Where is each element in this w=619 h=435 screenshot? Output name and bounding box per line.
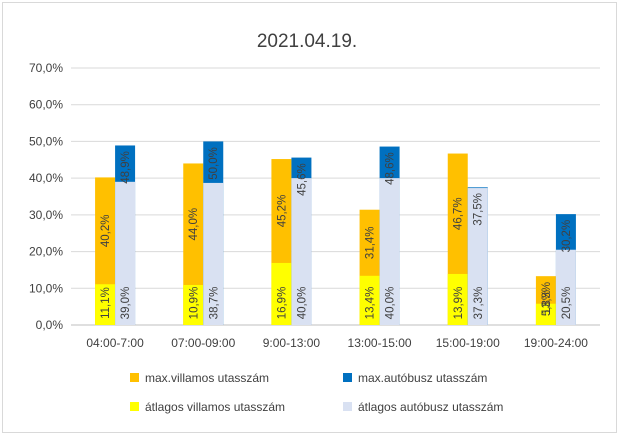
data-label-villamos-avg: 16,9% bbox=[276, 287, 288, 320]
chart: 2021.04.19. 0,0% 10,0% 20,0% 30,0% 40,0% 50,0… bbox=[29, 31, 600, 414]
legend-swatch bbox=[130, 402, 139, 411]
bar-villamos-avg bbox=[183, 284, 204, 325]
legend-label: átlagos villamos utasszám bbox=[145, 400, 285, 414]
legend-swatch bbox=[343, 402, 352, 411]
x-tick-label: 04:00-7:00 bbox=[86, 336, 144, 350]
y-tick-label: 50,0% bbox=[29, 134, 63, 148]
y-tick-label: 70,0% bbox=[29, 61, 63, 75]
bar-autobusz-avg bbox=[115, 181, 136, 325]
y-tick-label: 40,0% bbox=[29, 171, 63, 185]
data-label-autobusz-avg: 20,5% bbox=[561, 287, 573, 320]
x-tick-label: 13:00-15:00 bbox=[348, 336, 412, 350]
bars bbox=[95, 141, 576, 325]
chart-title: 2021.04.19. bbox=[257, 31, 357, 52]
x-tick-label: 19:00-24:00 bbox=[524, 336, 588, 350]
bar-autobusz-avg bbox=[467, 188, 488, 325]
data-label-autobusz-max: 45,6% bbox=[296, 163, 308, 196]
bar-autobusz-avg bbox=[291, 178, 312, 325]
y-tick-label: 20,0% bbox=[29, 245, 63, 259]
data-label-autobusz-avg: 37,3% bbox=[473, 287, 485, 320]
data-label-villamos-max: 31,4% bbox=[365, 226, 377, 259]
y-tick-label: 30,0% bbox=[29, 208, 63, 222]
y-tick-label: 10,0% bbox=[29, 281, 63, 295]
y-tick-label: 0,0% bbox=[36, 318, 64, 332]
data-label-villamos-max: 44,0% bbox=[188, 208, 200, 241]
data-label-autobusz-avg: 40,0% bbox=[385, 287, 397, 320]
bar-villamos-max bbox=[183, 163, 204, 325]
legend-label: max.autóbusz utasszám bbox=[358, 371, 487, 385]
data-label-autobusz-max: 50,0% bbox=[208, 147, 220, 180]
x-tick-label: 9:00-13:00 bbox=[263, 336, 321, 350]
data-label-autobusz-avg: 38,7% bbox=[208, 287, 220, 320]
bar-autobusz-avg bbox=[203, 182, 224, 325]
data-label-villamos-max: 45,2% bbox=[276, 195, 288, 228]
data-label-villamos-avg: 5,8% bbox=[541, 290, 553, 316]
data-label-villamos-avg: 13,9% bbox=[453, 287, 465, 320]
gridlines bbox=[71, 67, 600, 326]
legend-label: átlagos autóbusz utasszám bbox=[358, 400, 503, 414]
data-label-autobusz-max: 48,6% bbox=[385, 152, 397, 185]
bar-autobusz-avg bbox=[379, 178, 400, 325]
bar-villamos-avg bbox=[535, 303, 556, 325]
bar-villamos-avg bbox=[95, 284, 116, 325]
data-label-villamos-avg: 11,1% bbox=[100, 287, 112, 319]
data-label-autobusz-avg: 40,0% bbox=[296, 287, 308, 320]
x-tick-label: 07:00-09:00 bbox=[171, 336, 235, 350]
y-tick-label: 60,0% bbox=[29, 98, 63, 112]
y-axis: 0,0% 10,0% 20,0% 30,0% 40,0% 50,0% 60,0% 70,0% bbox=[29, 61, 63, 332]
data-label-villamos-avg: 13,4% bbox=[365, 287, 377, 320]
data-label-autobusz-avg: 39,0% bbox=[120, 287, 132, 320]
legend: max.villamos utasszám max.autóbusz utassz… bbox=[130, 371, 503, 414]
bar-villamos-avg bbox=[447, 273, 468, 325]
data-label-villamos-avg: 10,9% bbox=[188, 287, 200, 320]
data-label-autobusz-max: 30,2% bbox=[561, 220, 573, 253]
data-label-villamos-max: 13,3% bbox=[541, 282, 553, 315]
x-axis: 04:00-7:00 07:00-09:00 9:00-13:00 13:00-15:… bbox=[86, 336, 588, 350]
bar-villamos-avg bbox=[359, 275, 380, 325]
data-label-autobusz-max: 37,5% bbox=[473, 193, 485, 226]
legend-swatch bbox=[130, 373, 139, 382]
bar-villamos-avg bbox=[271, 262, 292, 325]
legend-label: max.villamos utasszám bbox=[145, 371, 269, 385]
x-tick-label: 15:00-19:00 bbox=[436, 336, 500, 350]
data-labels: 40,2% 11,1% 48,9% 39,0% 44,0% 10,9% 50,0% 38,7%… bbox=[100, 147, 573, 319]
legend-swatch bbox=[343, 373, 352, 382]
data-label-autobusz-max: 48,9% bbox=[120, 151, 132, 184]
data-label-villamos-max: 46,7% bbox=[453, 197, 465, 230]
data-label-villamos-max: 40,2% bbox=[100, 215, 112, 248]
bar-autobusz-avg bbox=[555, 249, 576, 325]
